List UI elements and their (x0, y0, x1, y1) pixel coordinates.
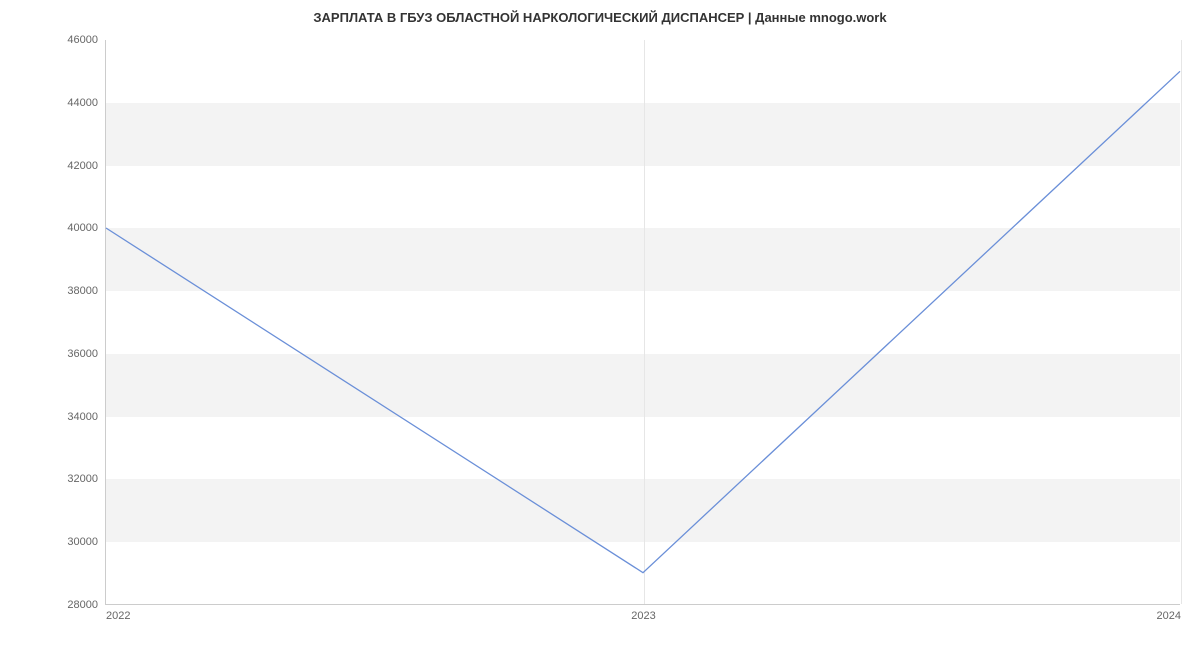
y-tick-label: 28000 (67, 599, 98, 611)
plot-frame: 2800030000320003400036000380004000042000… (105, 40, 1180, 605)
x-tick-label: 2024 (1157, 610, 1181, 622)
grid-vline (1181, 40, 1182, 604)
x-tick-label: 2023 (631, 610, 655, 622)
y-tick-label: 30000 (67, 536, 98, 548)
y-tick-label: 42000 (67, 160, 98, 172)
y-tick-label: 40000 (67, 222, 98, 234)
line-series (106, 40, 1180, 604)
x-tick-label: 2022 (106, 610, 130, 622)
y-tick-label: 44000 (67, 97, 98, 109)
chart-plot-area: 2800030000320003400036000380004000042000… (105, 40, 1180, 605)
y-tick-label: 46000 (67, 34, 98, 46)
y-tick-label: 38000 (67, 285, 98, 297)
chart-title: ЗАРПЛАТА В ГБУЗ ОБЛАСТНОЙ НАРКОЛОГИЧЕСКИ… (0, 0, 1200, 25)
y-tick-label: 32000 (67, 473, 98, 485)
y-tick-label: 34000 (67, 411, 98, 423)
y-tick-label: 36000 (67, 348, 98, 360)
